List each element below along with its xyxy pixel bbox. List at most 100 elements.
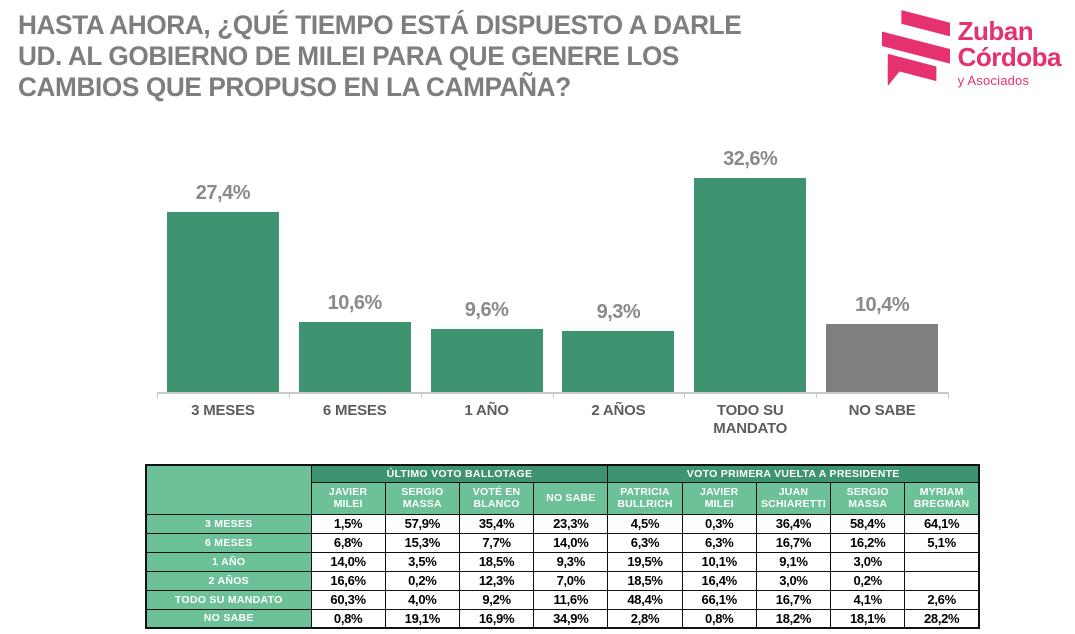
table-data-cell: 16,2%	[830, 532, 906, 553]
table-data-cell: 15,3%	[384, 532, 460, 553]
logo-mark-icon	[881, 10, 950, 86]
bar	[562, 331, 675, 392]
crosstab-table: ÚLTIMO VOTO BALLOTAGE VOTO PRIMERA VUELTA…	[145, 464, 981, 629]
table-data-cell: 60,3%	[310, 589, 386, 610]
bar-category-label: NO SABE	[848, 402, 916, 419]
table-data-cell	[904, 570, 980, 591]
table-data-cell: 3,0%	[830, 551, 906, 572]
bar	[166, 212, 279, 392]
table-column-header: JAVIER MILEI	[681, 481, 757, 515]
bar-value-label: 9,3%	[596, 301, 641, 323]
table-row-label: 2 AÑOS	[145, 570, 312, 591]
table-data-cell: 19,5%	[607, 551, 683, 572]
table-data-cell: 0,8%	[681, 608, 757, 629]
bar-slot: 10,6% 6 MESES	[289, 140, 421, 419]
bar-slot: 9,6% 1 AÑO	[421, 140, 553, 419]
table-row: 6 MESES 6,8% 15,3% 7,7% 14,0% 6,3% 6,3% 16,7% 16…	[145, 532, 980, 553]
table-data-cell: 4,1%	[830, 589, 906, 610]
table-data-cell: 58,4%	[830, 513, 906, 534]
table-data-cell: 9,1%	[755, 551, 832, 572]
zuban-cordoba-logo: Zuban Córdoba y Asociados	[880, 10, 1062, 88]
table-data-cell: 3,5%	[384, 551, 460, 572]
table-row: 2 AÑOS 16,6% 0,2% 12,3% 7,0% 18,5% 16,4% 3,0% 0,…	[145, 570, 980, 591]
table-column-header: MYRIAM BREGMAN	[904, 481, 980, 515]
bar-value-label: 10,4%	[854, 294, 910, 316]
table-data-cell: 3,0%	[755, 570, 832, 591]
table-data-cell: 16,6%	[310, 570, 386, 591]
table-row: 1 AÑO 14,0% 3,5% 18,5% 9,3% 19,5% 10,1% 9,1% 3,0…	[145, 551, 980, 572]
table-data-cell: 1,5%	[310, 513, 386, 534]
table-data-cell: 0,2%	[830, 570, 906, 591]
table-group-header: ÚLTIMO VOTO BALLOTAGE	[310, 464, 609, 483]
table-corner-cell	[145, 464, 312, 515]
table-data-cell: 0,8%	[310, 608, 386, 629]
table-column-header: VOTÉ EN BLANCO	[458, 481, 535, 515]
bar-value-label: 32,6%	[723, 148, 778, 170]
bar	[430, 329, 543, 392]
table-data-cell: 2,8%	[607, 608, 683, 629]
bar-category-label: 2 AÑOS	[591, 402, 646, 419]
table-row-label: NO SABE	[145, 608, 312, 629]
table-data-cell: 18,5%	[607, 570, 683, 591]
bar	[694, 178, 807, 392]
table-data-cell: 7,7%	[458, 532, 535, 553]
bar	[826, 324, 939, 392]
table-data-cell: 0,3%	[681, 513, 757, 534]
page-title: HASTA AHORA, ¿QUÉ TIEMPO ESTÁ DISPUESTO …	[18, 10, 852, 103]
bar-category-label: 6 MESES	[322, 402, 387, 419]
table-data-cell: 12,3%	[458, 570, 535, 591]
table-data-cell: 4,5%	[607, 513, 683, 534]
table-group-header: VOTO PRIMERA VUELTA A PRESIDENTE	[607, 464, 980, 483]
table-row-label: TODO SU MANDATO	[145, 589, 312, 610]
table-column-header: SERGIO MASSA	[830, 481, 906, 515]
logo-text: Zuban Córdoba y Asociados	[957, 10, 1062, 88]
table-column-header: SERGIO MASSA	[384, 481, 460, 515]
page-title-line-1: HASTA AHORA, ¿QUÉ TIEMPO ESTÁ DISPUESTO …	[18, 10, 742, 40]
axis-tick	[157, 392, 158, 398]
table-data-cell: 9,2%	[458, 589, 535, 610]
table-data-cell: 28,2%	[904, 608, 980, 629]
table-data-cell: 34,9%	[533, 608, 609, 629]
table-row: TODO SU MANDATO 60,3% 4,0% 9,2% 11,6% 48,4% 66…	[145, 589, 980, 610]
bar-category-label: TODO SU MANDATO	[713, 402, 788, 437]
axis-tick	[948, 392, 949, 398]
table-data-cell: 66,1%	[681, 589, 757, 610]
page-title-line-2: UD. AL GOBIERNO DE MILEI PARA QUE GENERE…	[18, 41, 680, 71]
bar-category-label: 3 MESES	[191, 402, 255, 419]
table-row-label: 3 MESES	[145, 513, 312, 534]
table-data-cell: 64,1%	[904, 513, 980, 534]
axis-tick	[684, 392, 686, 398]
table-data-cell: 16,9%	[458, 608, 535, 629]
axis-tick	[552, 392, 554, 398]
page-title-line-3: CAMBIOS QUE PROPUSO EN LA CAMPAÑA?	[18, 72, 571, 102]
table-row: NO SABE 0,8% 19,1% 16,9% 34,9% 2,8% 0,8% 18,2% 1…	[145, 608, 980, 629]
table-data-cell: 6,3%	[681, 532, 757, 553]
table-row: 3 MESES 1,5% 57,9% 35,4% 23,3% 4,5% 0,3% 36,4% 5…	[145, 513, 980, 534]
table-data-cell: 14,0%	[533, 532, 609, 553]
logo-text-zuban: Zuban	[957, 16, 1034, 46]
table-data-cell: 14,0%	[310, 551, 386, 572]
table-data-cell: 16,7%	[755, 532, 832, 553]
bar-slot: 10,4% NO SABE	[816, 140, 948, 419]
table-column-header: NO SABE	[533, 481, 609, 515]
table-data-cell	[904, 551, 980, 572]
table-data-cell: 19,1%	[384, 608, 460, 629]
table-data-cell: 11,6%	[533, 589, 609, 610]
axis-tick	[420, 392, 422, 398]
table-data-cell: 4,0%	[384, 589, 460, 610]
table-data-cell: 36,4%	[755, 513, 832, 534]
table-data-cell: 16,7%	[755, 589, 832, 610]
table-data-cell: 48,4%	[607, 589, 683, 610]
table-column-header: JUAN SCHIARETTI	[755, 481, 832, 515]
table-data-cell: 16,4%	[681, 570, 757, 591]
table-column-header: PATRICIA BULLRICH	[607, 481, 683, 515]
axis-tick	[816, 392, 818, 398]
table-data-cell: 35,4%	[458, 513, 535, 534]
table-data-cell: 0,2%	[384, 570, 460, 591]
table-data-cell: 10,1%	[681, 551, 757, 572]
table-data-cell: 18,1%	[830, 608, 906, 629]
table-column-header: JAVIER MILEI	[310, 481, 386, 515]
table-data-cell: 5,1%	[904, 532, 980, 553]
table-data-cell: 6,8%	[310, 532, 386, 553]
